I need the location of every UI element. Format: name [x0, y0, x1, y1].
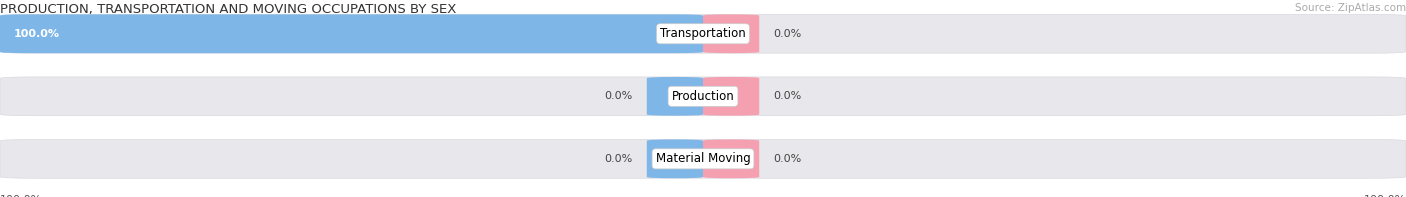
FancyBboxPatch shape — [647, 139, 703, 178]
Text: 100.0%: 100.0% — [1364, 195, 1406, 197]
FancyBboxPatch shape — [703, 139, 759, 178]
Text: 0.0%: 0.0% — [605, 154, 633, 164]
FancyBboxPatch shape — [703, 77, 759, 116]
Text: Production: Production — [672, 90, 734, 103]
FancyBboxPatch shape — [703, 14, 759, 53]
FancyBboxPatch shape — [647, 77, 703, 116]
FancyBboxPatch shape — [0, 77, 1406, 116]
Text: PRODUCTION, TRANSPORTATION AND MOVING OCCUPATIONS BY SEX: PRODUCTION, TRANSPORTATION AND MOVING OC… — [0, 3, 457, 16]
Text: 0.0%: 0.0% — [773, 29, 801, 39]
FancyBboxPatch shape — [0, 14, 1406, 53]
FancyBboxPatch shape — [0, 14, 703, 53]
Text: 0.0%: 0.0% — [773, 154, 801, 164]
Text: 100.0%: 100.0% — [0, 195, 42, 197]
Text: 0.0%: 0.0% — [605, 91, 633, 101]
Text: Source: ZipAtlas.com: Source: ZipAtlas.com — [1295, 3, 1406, 12]
FancyBboxPatch shape — [0, 139, 1406, 178]
Text: Material Moving: Material Moving — [655, 152, 751, 165]
Text: 0.0%: 0.0% — [773, 91, 801, 101]
Text: 100.0%: 100.0% — [14, 29, 60, 39]
Text: Transportation: Transportation — [661, 27, 745, 40]
